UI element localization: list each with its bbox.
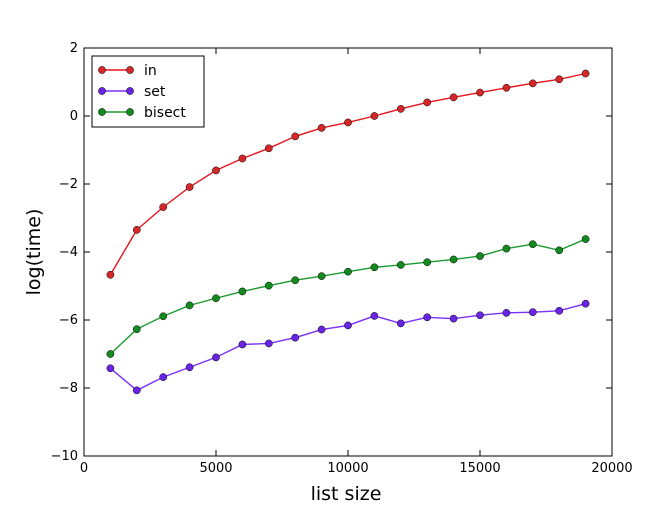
data-point-set <box>159 373 168 381</box>
data-point-in <box>212 166 220 175</box>
legend-label: set <box>144 84 166 100</box>
legend-label: bisect <box>144 105 186 121</box>
data-point-in <box>476 88 484 97</box>
y-axis-label: log(time) <box>23 209 45 296</box>
data-point-in <box>423 98 432 107</box>
data-point-set <box>528 308 537 317</box>
legend-marker <box>126 87 134 95</box>
data-point-in <box>132 226 141 234</box>
data-point-bisect <box>238 287 247 296</box>
data-point-bisect <box>212 294 220 303</box>
data-point-set <box>291 333 300 342</box>
legend-item-in: in <box>98 63 157 79</box>
data-point-set <box>344 321 352 330</box>
data-point-set <box>185 363 194 372</box>
legend-item-set: set <box>98 84 166 100</box>
legend-marker <box>126 66 134 74</box>
series-in <box>106 69 590 279</box>
series-bisect <box>106 235 590 358</box>
data-point-in <box>370 112 379 120</box>
data-point-set <box>106 364 115 373</box>
y-tick-label: −10 <box>51 449 78 464</box>
data-point-set <box>502 309 511 317</box>
data-point-bisect <box>581 235 590 243</box>
legend-item-bisect: bisect <box>98 105 186 121</box>
data-point-bisect <box>449 255 458 264</box>
data-point-set <box>423 313 432 322</box>
data-point-in <box>291 132 300 141</box>
legend-marker <box>98 87 106 95</box>
data-point-set <box>476 311 484 320</box>
data-point-bisect <box>344 267 352 276</box>
data-point-set <box>396 319 405 328</box>
x-tick-label: 0 <box>80 461 88 476</box>
y-tick-label: 0 <box>70 109 78 124</box>
data-point-bisect <box>291 276 300 285</box>
y-tick-label: −6 <box>59 313 78 328</box>
x-tick-label: 15000 <box>459 461 500 476</box>
data-point-bisect <box>159 312 168 321</box>
data-point-set <box>449 314 458 323</box>
data-point-in <box>581 69 590 78</box>
data-point-set <box>370 312 379 320</box>
data-point-in <box>264 144 273 153</box>
data-point-bisect <box>132 325 141 334</box>
data-point-bisect <box>106 350 115 358</box>
data-point-set <box>317 325 326 334</box>
data-point-in <box>449 93 458 102</box>
series-set <box>106 299 590 395</box>
data-point-bisect <box>370 263 379 272</box>
data-point-bisect <box>317 272 326 280</box>
legend: in set bisect <box>91 55 205 128</box>
data-point-in <box>344 118 352 127</box>
y-tick-label: −2 <box>59 177 78 192</box>
x-tick-label: 5000 <box>199 461 232 476</box>
legend-marker <box>126 108 134 116</box>
data-point-in <box>238 154 247 163</box>
data-point-bisect <box>476 252 484 260</box>
data-point-in <box>528 79 537 88</box>
y-tick-label: −4 <box>59 245 78 260</box>
data-point-bisect <box>423 258 432 267</box>
data-point-bisect <box>185 301 194 310</box>
data-point-bisect <box>396 261 405 269</box>
x-axis-label: list size <box>311 483 382 505</box>
data-point-bisect <box>555 246 564 255</box>
data-point-in <box>502 83 511 92</box>
data-point-in <box>317 124 326 132</box>
series-line-set <box>109 303 586 392</box>
x-tick-label: 10000 <box>327 461 368 476</box>
data-point-in <box>555 75 564 84</box>
data-point-in <box>106 270 115 279</box>
y-tick-label: 2 <box>70 41 78 56</box>
data-point-set <box>581 299 590 308</box>
x-tick-label: 20000 <box>591 461 632 476</box>
data-point-set <box>555 306 564 315</box>
series-line-bisect <box>109 238 586 355</box>
data-point-set <box>264 339 273 348</box>
data-point-set <box>132 386 141 395</box>
data-point-in <box>185 183 194 191</box>
data-point-bisect <box>264 281 273 290</box>
data-point-in <box>396 105 405 113</box>
legend-label: in <box>144 63 157 79</box>
data-point-bisect <box>528 240 537 249</box>
legend-marker <box>98 108 106 116</box>
data-point-in <box>159 203 168 211</box>
data-point-set <box>238 340 247 349</box>
legend-marker <box>98 66 106 74</box>
data-point-bisect <box>502 244 511 253</box>
data-point-set <box>212 353 220 362</box>
y-tick-label: −8 <box>59 381 78 396</box>
